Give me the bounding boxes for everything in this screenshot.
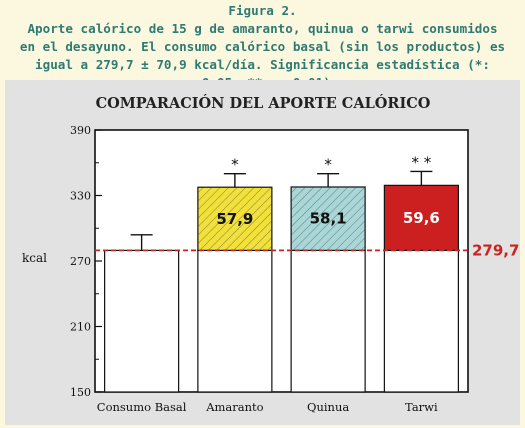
- y-tick-label: 150: [70, 386, 91, 399]
- caption-text: Aporte calórico de 15 g de amaranto, qui…: [19, 21, 506, 90]
- chart-title: COMPARACIÓN DEL APORTE CALÓRICO: [96, 94, 431, 112]
- data-label: 57,9: [216, 210, 253, 228]
- bar-base: [383, 249, 459, 393]
- category-label: Consumo Basal: [97, 400, 187, 414]
- reference-label: 279,7: [472, 241, 519, 259]
- y-tick-label: 390: [70, 124, 91, 137]
- bar-base: [197, 249, 273, 393]
- figure-caption: Figura 2. Aporte calórico de 15 g de ama…: [0, 2, 525, 92]
- significance-mark: * *: [411, 153, 431, 171]
- y-tick-label: 270: [70, 255, 91, 268]
- bar-hatch: [197, 187, 272, 251]
- plot-area: 150 210 270 330 390 Consumo Basal 57,9 * Amarant…: [70, 124, 519, 414]
- y-tick-label: 330: [70, 190, 91, 203]
- y-axis-label: kcal: [22, 251, 47, 265]
- data-label: 59,6: [403, 209, 440, 227]
- bar-base: [104, 249, 180, 393]
- y-tick-label: 210: [70, 321, 91, 334]
- figure-label: Figura 2.: [228, 3, 297, 18]
- category-label: Amaranto: [205, 400, 263, 414]
- bar-increment: [383, 184, 459, 252]
- bar-base: [290, 249, 366, 393]
- category-label: Tarwi: [405, 400, 438, 414]
- significance-mark: *: [231, 156, 239, 174]
- data-label: 58,1: [310, 210, 347, 228]
- bar-hatch: [291, 186, 366, 251]
- significance-mark: *: [324, 156, 332, 174]
- category-label: Quinua: [307, 400, 349, 414]
